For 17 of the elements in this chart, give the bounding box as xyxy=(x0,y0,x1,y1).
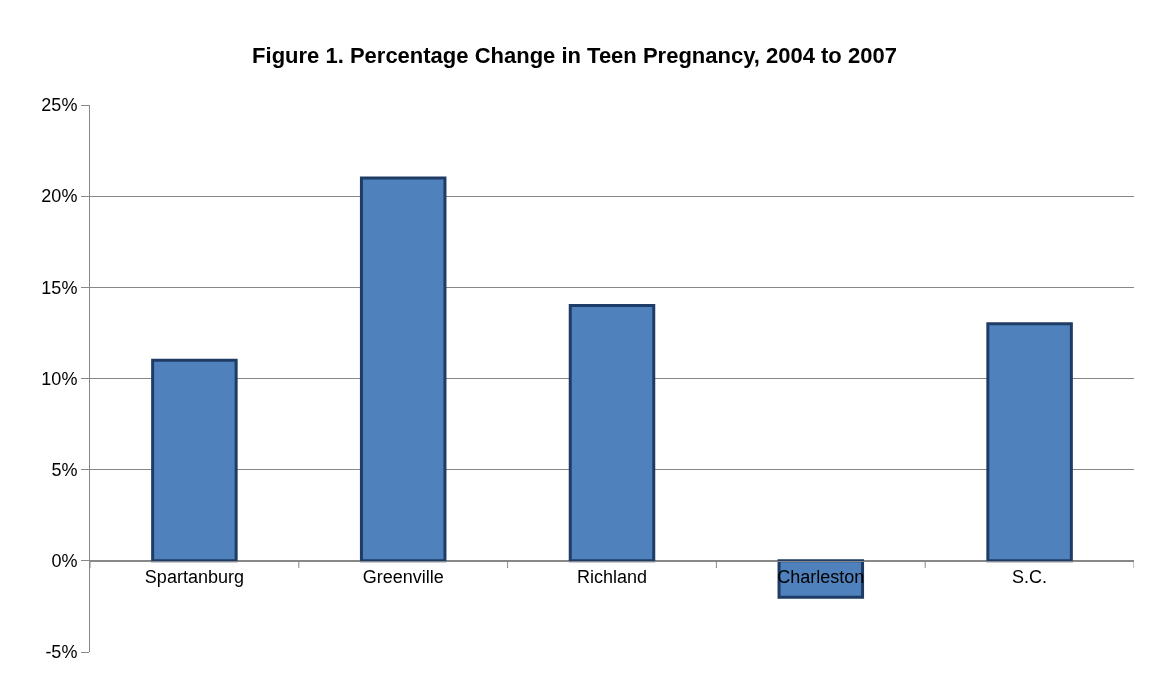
bar xyxy=(359,176,447,563)
x-tick-label: Greenville xyxy=(362,567,444,588)
x-tick-label: Charleston xyxy=(777,567,865,588)
bar xyxy=(151,358,238,563)
x-tick-label: Spartanburg xyxy=(144,567,244,588)
x-tick-label: Richland xyxy=(576,567,648,588)
y-tick-label: 25% xyxy=(41,95,78,116)
y-tick-label: 5% xyxy=(51,459,78,480)
y-tick-label: -5% xyxy=(45,642,78,663)
x-tick-label: S.C. xyxy=(1012,567,1048,588)
bar xyxy=(568,304,656,563)
bar xyxy=(986,322,1073,563)
y-tick-label: 20% xyxy=(41,186,78,207)
y-tick-label: 15% xyxy=(41,277,78,298)
y-tick-label: 0% xyxy=(51,551,78,572)
y-tick-label: 10% xyxy=(41,368,78,389)
chart-title: Figure 1. Percentage Change in Teen Pregnancy, 2004 to 2007 xyxy=(252,42,897,68)
